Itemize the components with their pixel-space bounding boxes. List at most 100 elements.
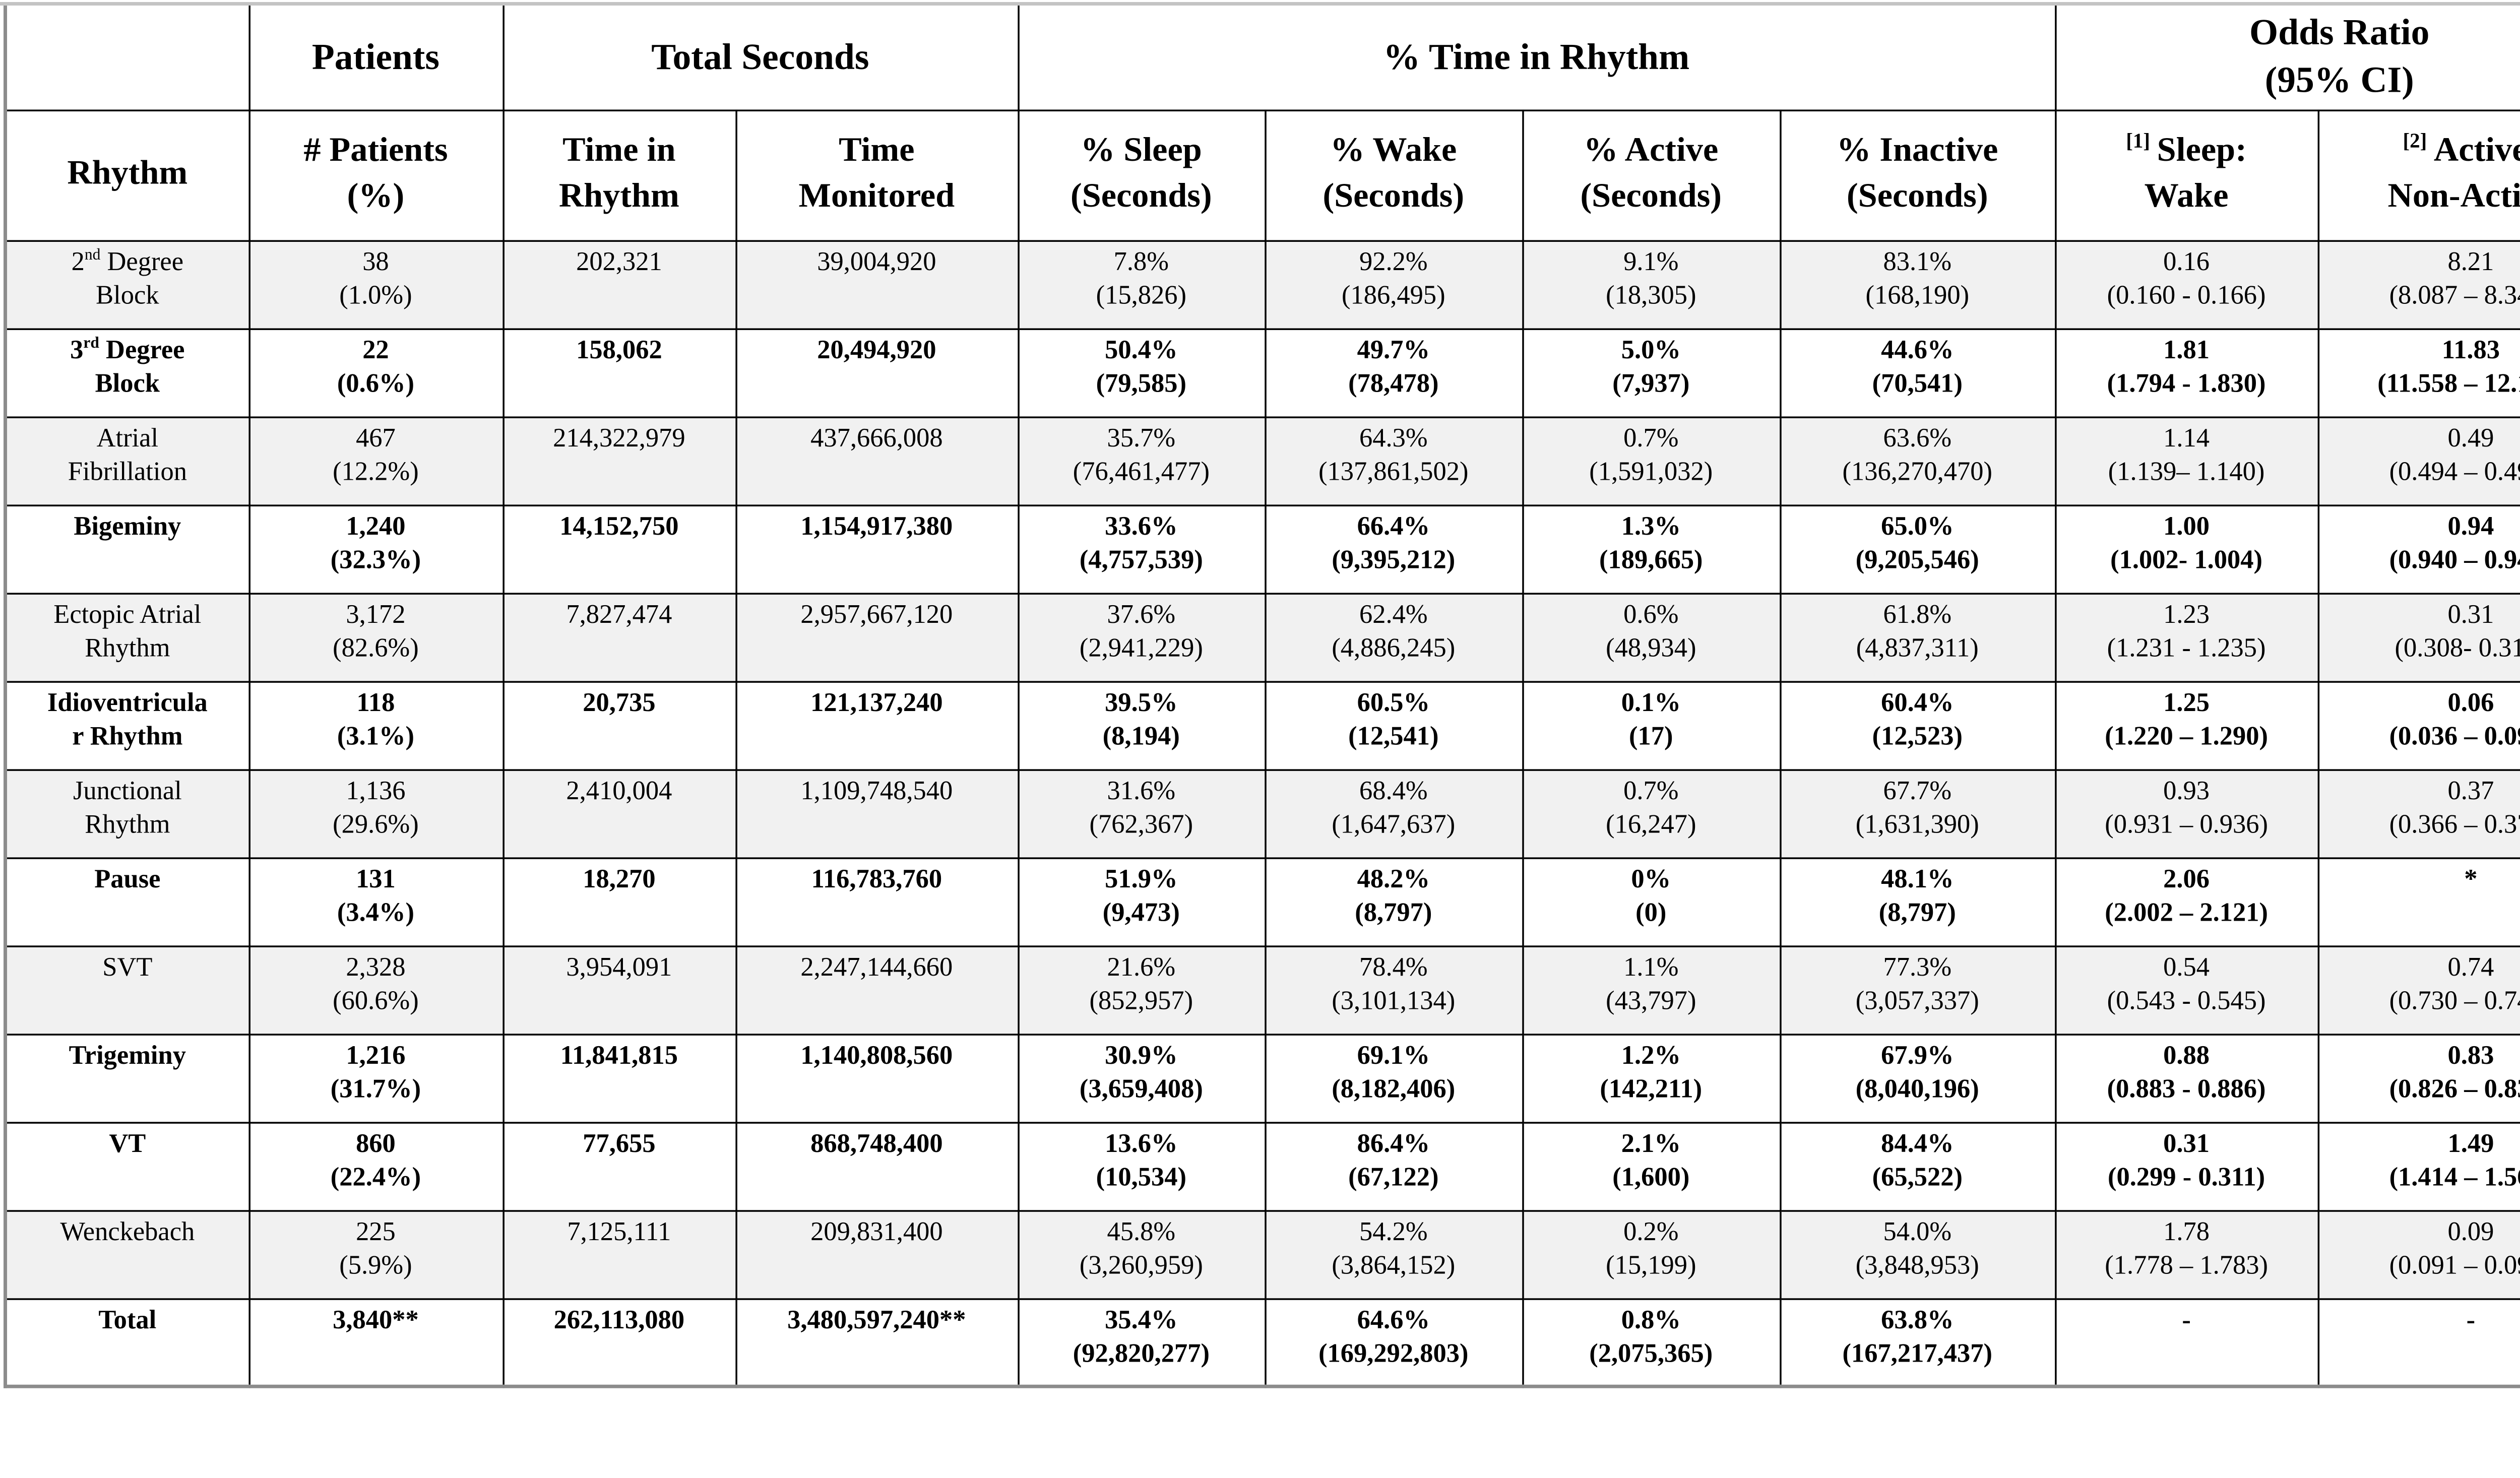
cell-line: 0.54 [2163, 953, 2210, 982]
cell-line: Junctional [73, 777, 182, 806]
cell-rhythm: Atrial Fibrillation [4, 415, 250, 506]
cell-line: 64.6% [1357, 1306, 1430, 1335]
cell-time-monitored: 1,140,808,560 [734, 1033, 1019, 1123]
cell-line: 7.8% [1113, 248, 1169, 277]
group-header-total-seconds: Total Seconds [501, 3, 1019, 111]
cell-line: 2,328 [346, 953, 406, 982]
cell-line: 84.4% [1881, 1130, 1954, 1159]
cell-line: 65.0% [1881, 512, 1954, 541]
cell-line: (78,478) [1348, 371, 1439, 400]
cell-pct-active: 1.1% (43,797) [1521, 944, 1781, 1035]
column-header-rhythm: Rhythm [4, 108, 250, 241]
cell-time-monitored: 116,783,760 [734, 856, 1019, 947]
cell-line: 1,240 [346, 512, 406, 541]
cell-line: (Seconds) [1322, 178, 1465, 216]
cell-line: (0.883 - 0.886) [2107, 1076, 2266, 1105]
cell-or-active: 0.83 (0.826 – 0.835) [2317, 1033, 2520, 1123]
cell-line: (32.3%) [330, 547, 421, 576]
cell-or-active: 0.74 (0.730 – 0.744) [2317, 944, 2520, 1035]
cell-time-in-rhythm: 3,954,091 [501, 944, 737, 1035]
cell-line: % Wake [1330, 133, 1457, 170]
cell-line: 67.9% [1881, 1042, 1954, 1070]
cell-pct-wake: 68.4% (1,647,637) [1264, 768, 1524, 859]
cell-line: (0.299 - 0.311) [2108, 1165, 2265, 1193]
cell-line: (1.220 – 1.290) [2105, 724, 2268, 752]
cell-line: 92.2% [1359, 248, 1428, 277]
table-row: Ectopic Atrial Rhythm 3,172 (82.6%) 7,827,47… [4, 592, 2520, 682]
cell-line: 0.7% [1623, 424, 1679, 453]
cell-line: 225 [356, 1218, 396, 1247]
cell-line: 51.9% [1105, 865, 1178, 894]
cell-pct-inactive: 65.0% (9,205,546) [1779, 503, 2056, 594]
column-header-row: Rhythm # Patients (%) Time in Rhythm Time M… [4, 108, 2520, 241]
cell-patients: 2,328 (60.6%) [247, 944, 504, 1035]
cell-line: Pause [94, 865, 161, 894]
cell-line: (67,122) [1348, 1165, 1439, 1193]
cell-line: [2] Active: [2403, 130, 2520, 170]
cell-line: 0.1% [1621, 689, 1681, 718]
cell-rhythm: Trigeminy [4, 1033, 250, 1123]
cell-or-active: 8.21 (8.087 – 8.341) [2317, 239, 2520, 330]
cell-line: 86.4% [1357, 1130, 1430, 1159]
table-row: Trigeminy 1,216 (31.7%) 11,841,815 1,140,808… [4, 1033, 2520, 1123]
cell-line: 62.4% [1359, 601, 1428, 629]
cell-time-monitored: 121,137,240 [734, 680, 1019, 770]
cell-line: [1] Sleep: [2126, 130, 2247, 170]
cell-line: (4,837,311) [1856, 635, 1979, 664]
cell-line: 1.23 [2163, 601, 2210, 629]
cell-pct-sleep: 45.8% (3,260,959) [1017, 1209, 1266, 1300]
cell-patients: 860 (22.4%) [247, 1121, 504, 1211]
cell-line: 77,655 [583, 1130, 656, 1159]
cell-line: (3,864,152) [1332, 1253, 1456, 1281]
column-header-num-patients: # Patients (%) [247, 108, 504, 241]
table-row: Idioventricula r Rhythm 118 (3.1%) 20,735 121… [4, 680, 2520, 770]
cell-line: (76,461,477) [1073, 459, 1210, 488]
cell-pct-wake: 66.4% (9,395,212) [1264, 503, 1524, 594]
cell-line: % Active [1584, 133, 1719, 170]
cell-time-in-rhythm: 202,321 [501, 239, 737, 330]
cell-line: (142,211) [1600, 1076, 1703, 1105]
cell-rhythm: Pause [4, 856, 250, 947]
cell-line: (79,585) [1096, 371, 1187, 400]
table-row: Junctional Rhythm 1,136 (29.6%) 2,410,004 1,1… [4, 768, 2520, 859]
cell-or-sleep-wake: 0.93 (0.931 – 0.936) [2054, 768, 2319, 859]
table-row: 3rd Degree Block 22 (0.6%) 158,062 20,494,920… [4, 327, 2520, 418]
cell-pct-wake: 64.6% (169,292,803) [1264, 1297, 1524, 1388]
table-header: Patients Total Seconds % Time in Rhythm … [4, 3, 2520, 241]
cell-pct-inactive: 67.7% (1,631,390) [1779, 768, 2056, 859]
cell-line: 61.8% [1883, 601, 1952, 629]
cell-pct-sleep: 39.5% (8,194) [1017, 680, 1266, 770]
cell-line: 20,494,920 [817, 336, 936, 365]
cell-line: 5.0% [1621, 336, 1681, 365]
cell-line: (7,937) [1612, 371, 1690, 400]
cell-or-sleep-wake: 0.31 (0.299 - 0.311) [2054, 1121, 2319, 1211]
cell-line: 3,172 [346, 601, 406, 629]
cell-line: (8.087 – 8.341) [2389, 283, 2520, 311]
cell-or-sleep-wake: 1.14 (1.139– 1.140) [2054, 415, 2319, 506]
cell-pct-sleep: 37.6% (2,941,229) [1017, 592, 1266, 682]
cell-patients: 1,216 (31.7%) [247, 1033, 504, 1123]
cell-line: (3.4%) [337, 900, 414, 929]
cell-line: (1,600) [1612, 1165, 1690, 1193]
cell-or-sleep-wake: 1.25 (1.220 – 1.290) [2054, 680, 2319, 770]
cell-line: 0.09 [2447, 1218, 2494, 1247]
cell-line: (9,473) [1102, 900, 1180, 929]
cell-time-monitored: 1,154,917,380 [734, 503, 1019, 594]
cell-rhythm: VT [4, 1121, 250, 1211]
cell-time-monitored: 2,957,667,120 [734, 592, 1019, 682]
cell-line: 3,480,597,240** [787, 1306, 966, 1335]
cell-line: 3rd Degree [70, 333, 185, 365]
cell-line: 860 [356, 1130, 396, 1159]
cell-line: 2,247,144,660 [800, 953, 953, 982]
cell-line: 1.3% [1621, 512, 1681, 541]
cell-line: (1,631,390) [1855, 812, 1979, 841]
cell-line: 0.31 [2447, 601, 2494, 629]
cell-line: 0.2% [1623, 1218, 1679, 1247]
cell-line: (10,534) [1096, 1165, 1187, 1193]
cell-line: Block [95, 371, 160, 400]
cell-or-sleep-wake: 0.54 (0.543 - 0.545) [2054, 944, 2319, 1035]
cell-line: 14,152,750 [559, 512, 679, 541]
cell-or-active: 0.06 (0.036 – 0.093) [2317, 680, 2520, 770]
cell-line: (169,292,803) [1318, 1341, 1469, 1370]
cell-pct-active: 0% (0) [1521, 856, 1781, 947]
